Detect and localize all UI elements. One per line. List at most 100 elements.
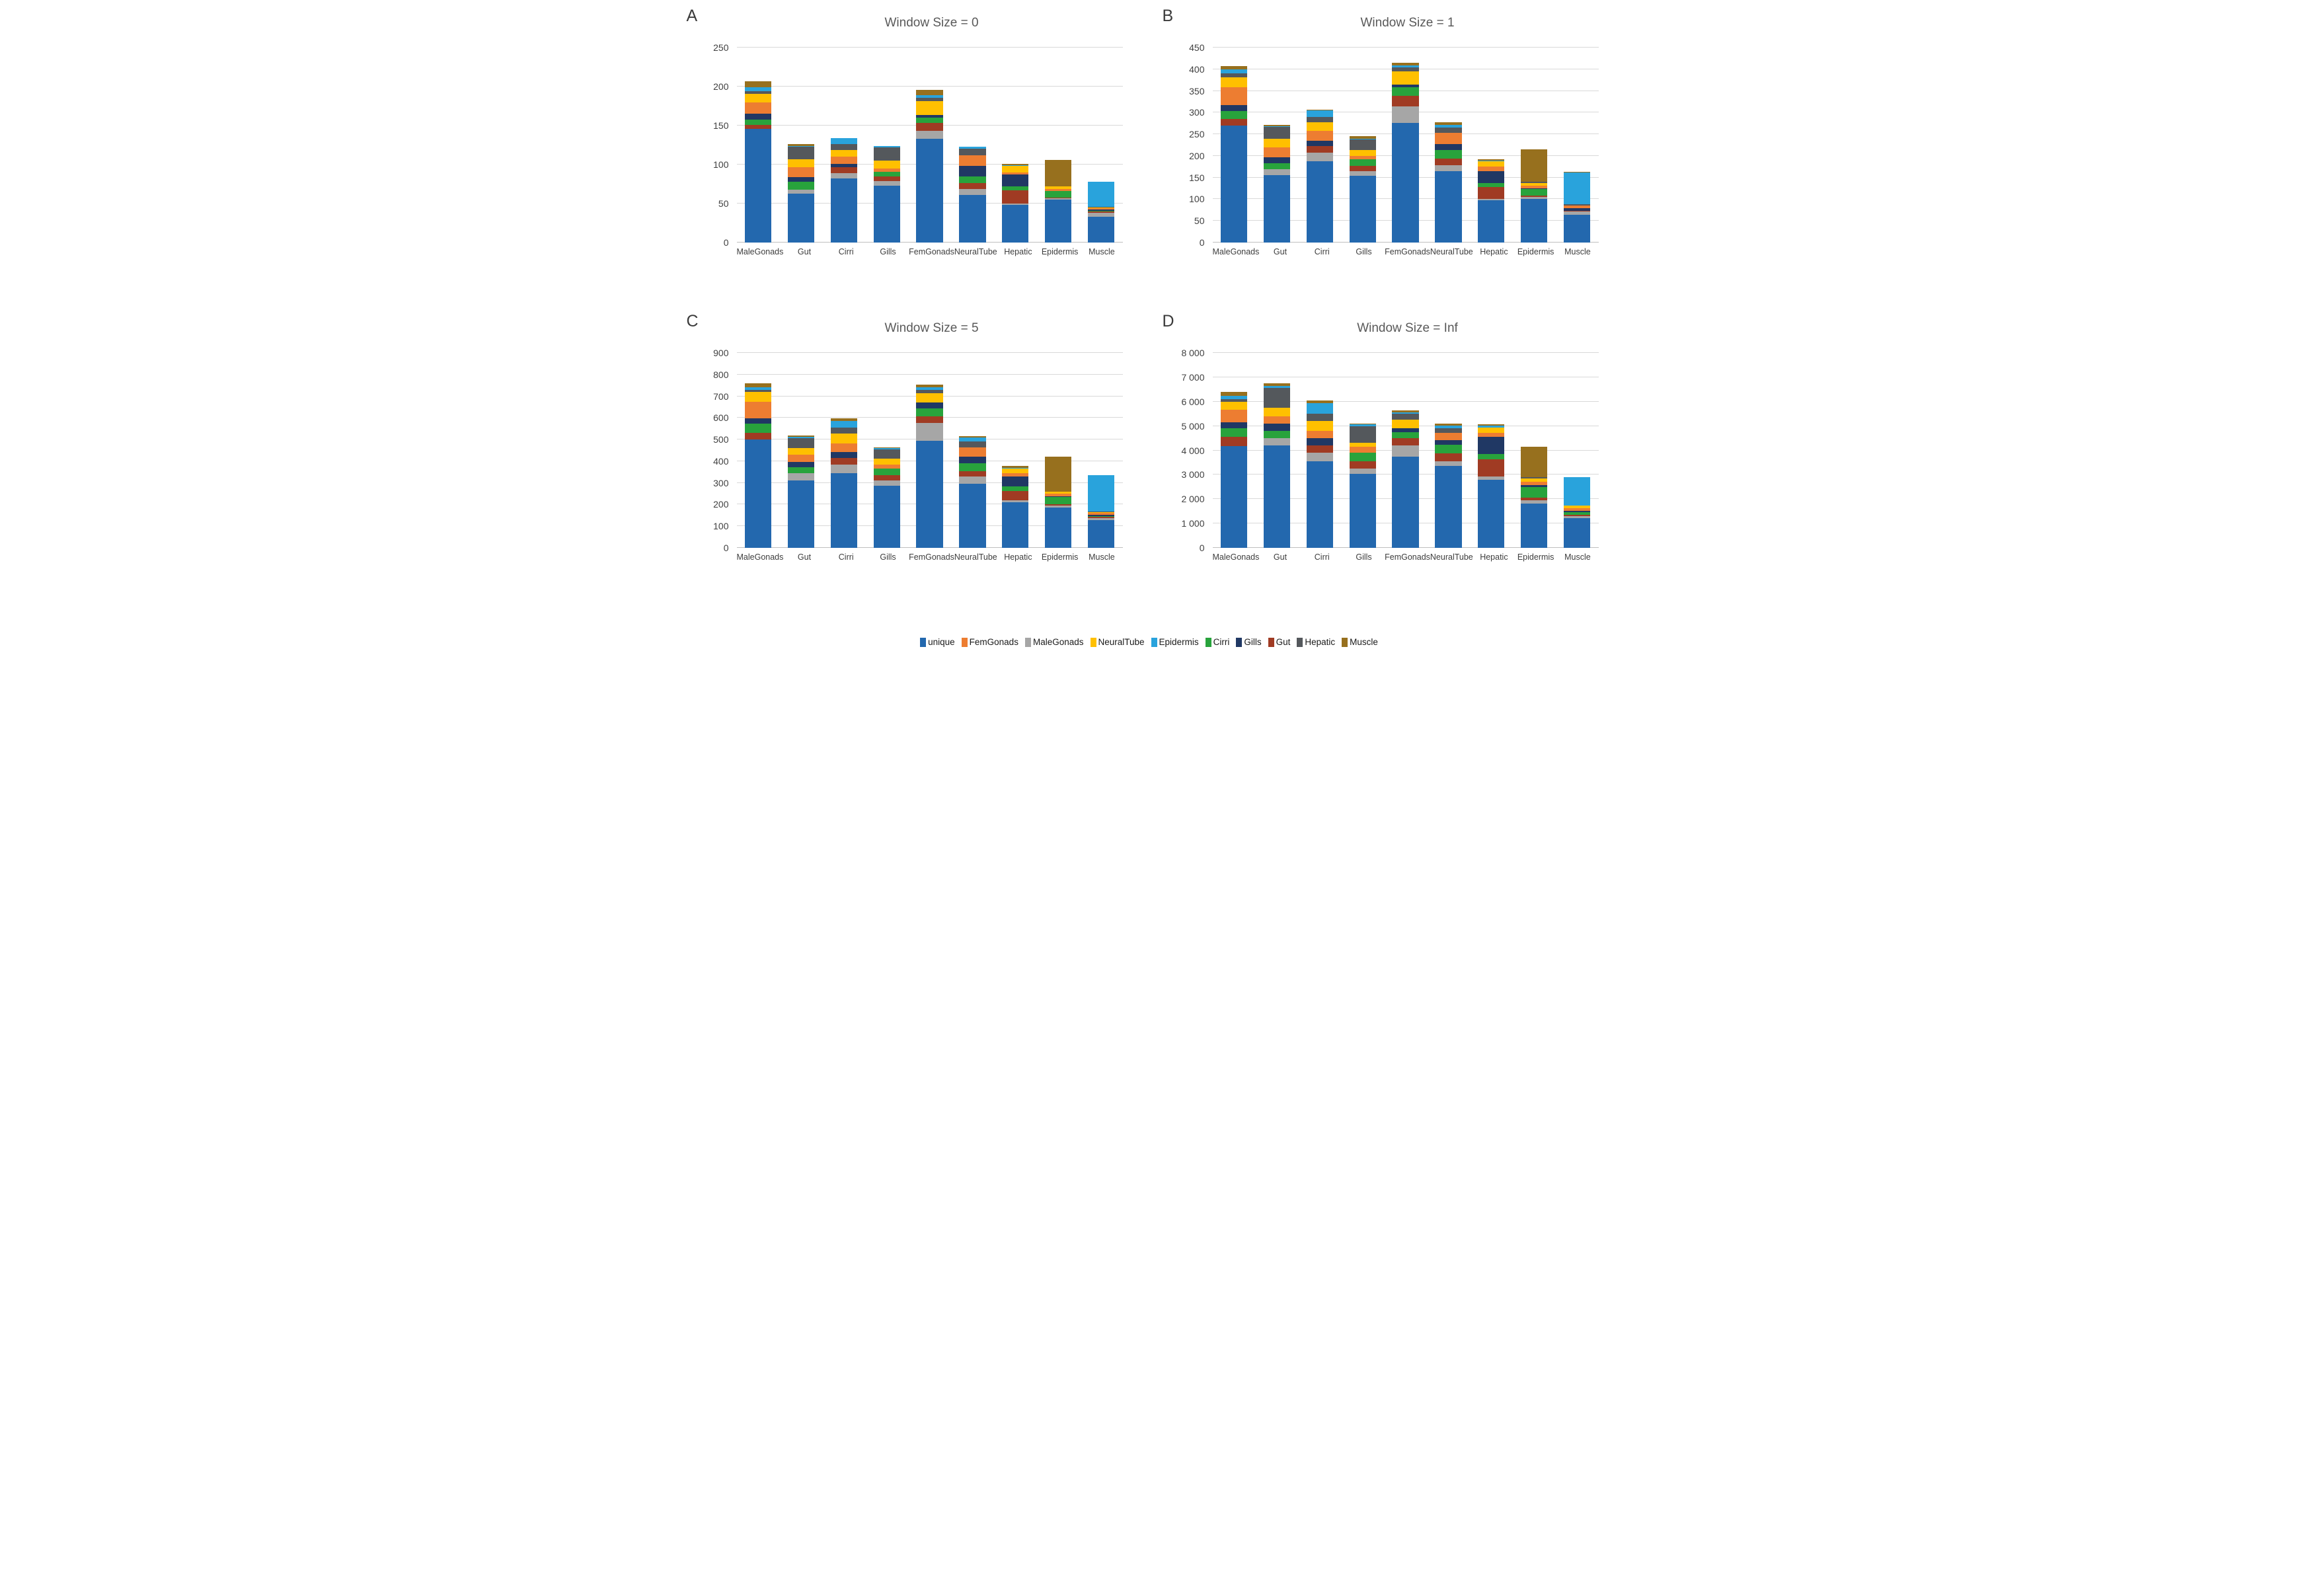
bar-column-Cirri — [822, 48, 865, 243]
segment-Cirri — [1045, 191, 1072, 198]
bar-column-Gills — [1341, 353, 1384, 548]
segment-Gills — [1045, 496, 1072, 498]
segment-FemGonads — [1002, 473, 1029, 476]
legend-swatch — [1090, 637, 1096, 647]
segment-MaleGonads — [1349, 171, 1376, 176]
x-category-label: Cirri — [838, 552, 854, 562]
segment-Epidermis — [744, 387, 772, 391]
y-axis-tick-label: 150 — [1189, 172, 1205, 183]
segment-MaleGonads — [1563, 515, 1591, 519]
bar-column-Hepatic — [994, 353, 1037, 548]
segment-Gills — [1220, 422, 1248, 429]
bar-Gut — [1263, 383, 1290, 548]
segment-FemGonads — [830, 443, 857, 452]
segment-FemGonads — [1478, 432, 1505, 437]
segment-Gut — [1045, 504, 1072, 506]
segment-FemGonads — [1220, 409, 1248, 423]
x-category-label: Gills — [1356, 552, 1372, 562]
segment-NeuralTube — [744, 93, 772, 102]
bars-row — [1213, 353, 1599, 548]
segment-MaleGonads — [1002, 500, 1029, 502]
y-axis-tick-label: 1 000 — [1181, 518, 1205, 529]
bar-column-Gills — [1341, 48, 1384, 243]
segment-Muscle — [1220, 65, 1248, 70]
segment-NeuralTube — [787, 447, 814, 455]
segment-Cirri — [1435, 445, 1462, 454]
segment-Muscle — [873, 447, 900, 449]
segment-Gut — [744, 124, 772, 129]
segment-Cirri — [1349, 159, 1376, 166]
legend-swatch — [1024, 637, 1031, 647]
segment-unique — [1306, 461, 1333, 548]
segment-Gut — [1349, 461, 1376, 469]
segment-Gills — [1087, 209, 1115, 211]
segment-Gut — [1220, 436, 1248, 446]
segment-Hepatic — [873, 449, 900, 459]
y-axis-tick-label: 50 — [1194, 215, 1205, 227]
segment-Hepatic — [959, 441, 986, 447]
legend-item-Epidermis: Epidermis — [1151, 637, 1199, 647]
segment-FemGonads — [787, 167, 814, 177]
segment-Gut — [1349, 165, 1376, 171]
legend-label: Gut — [1276, 637, 1291, 647]
bar-column-NeuralTube — [1427, 353, 1470, 548]
segment-Hepatic — [1435, 428, 1462, 434]
bar-MaleGonads — [744, 383, 772, 548]
segment-Muscle — [744, 81, 772, 88]
segment-Gills — [1521, 484, 1548, 488]
x-category-label: NeuralTube — [1430, 247, 1473, 256]
x-category-label: NeuralTube — [954, 247, 997, 256]
segment-FemGonads — [744, 102, 772, 114]
segment-Gills — [830, 163, 857, 167]
segment-Hepatic — [959, 149, 986, 155]
panel-letter: B — [1162, 7, 1174, 25]
x-category-label: Muscle — [1564, 247, 1591, 256]
segment-unique — [916, 440, 943, 548]
x-category-label: Epidermis — [1517, 552, 1554, 562]
segment-Epidermis — [1002, 165, 1029, 167]
bar-Gills — [1349, 135, 1376, 243]
segment-MaleGonads — [873, 480, 900, 486]
plot-area: 0 50 100 150 200 250 — [713, 42, 1123, 248]
segment-Cirri — [1349, 453, 1376, 462]
segment-Gut — [830, 167, 857, 173]
segment-MaleGonads — [1263, 169, 1290, 176]
panel-title: Window Size = 0 — [884, 16, 979, 30]
bar-Epidermis — [1045, 159, 1072, 243]
segment-Hepatic — [787, 437, 814, 448]
segment-Gut — [1563, 514, 1591, 516]
segment-Gut — [1002, 190, 1029, 204]
x-category-label: FemGonads — [1385, 552, 1430, 562]
segment-FemGonads — [1087, 512, 1115, 515]
segment-FemGonads — [1306, 431, 1333, 439]
gridline — [736, 352, 1123, 353]
segment-unique — [1045, 200, 1072, 243]
legend-swatch — [1342, 637, 1348, 647]
segment-NeuralTube — [1563, 506, 1591, 508]
segment-Cirri — [1521, 189, 1548, 196]
segment-MaleGonads — [1478, 198, 1505, 201]
segment-NeuralTube — [1521, 478, 1548, 482]
segment-unique — [1263, 175, 1290, 243]
panel-letter: C — [686, 312, 699, 330]
bar-column-MaleGonads — [737, 48, 780, 243]
segment-MaleGonads — [830, 465, 857, 473]
segment-unique — [873, 185, 900, 243]
segment-Cirri — [1478, 183, 1505, 188]
bar-MaleGonads — [1220, 65, 1248, 243]
segment-Hepatic — [1220, 399, 1248, 402]
segment-Epidermis — [830, 137, 857, 145]
segment-Muscle — [744, 383, 772, 387]
segment-Hepatic — [1349, 139, 1376, 150]
segment-Gills — [1563, 510, 1591, 513]
legend-label: Muscle — [1350, 637, 1378, 647]
bar-column-Gills — [865, 353, 908, 548]
segment-unique — [1349, 176, 1376, 243]
segment-NeuralTube — [1478, 161, 1505, 167]
segment-Muscle — [1045, 159, 1072, 187]
segment-Gills — [1392, 84, 1419, 88]
segment-Epidermis — [1263, 385, 1290, 389]
segment-Epidermis — [1220, 395, 1248, 399]
segment-Muscle — [1392, 410, 1419, 412]
segment-Gut — [1478, 187, 1505, 199]
